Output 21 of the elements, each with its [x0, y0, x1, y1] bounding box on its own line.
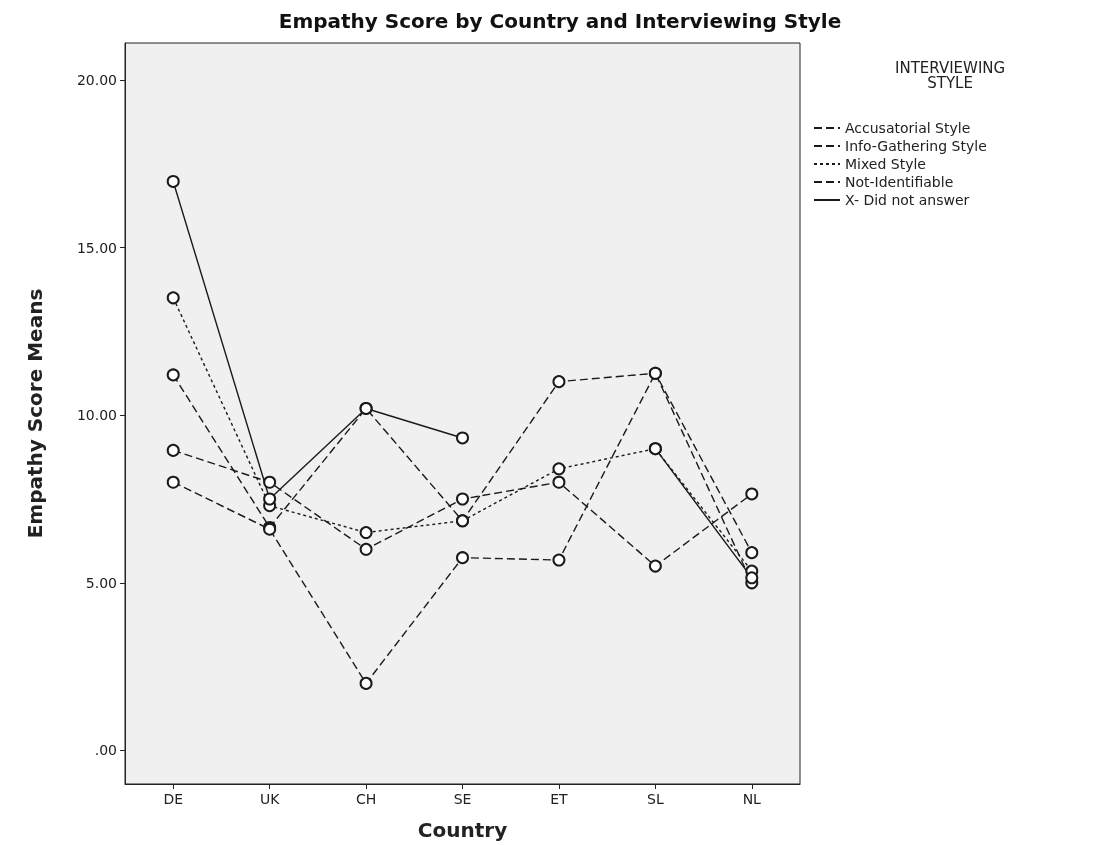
- y-axis-title: Empathy Score Means: [23, 288, 47, 539]
- x-tick-label: SE: [453, 791, 472, 807]
- x-tick-label: SL: [647, 791, 664, 807]
- y-tick-label: 5.00: [85, 574, 117, 591]
- legend-label: Accusatorial Style: [845, 120, 971, 136]
- x-axis-title: Country: [417, 818, 508, 842]
- legend-label: Info-Gathering Style: [845, 138, 987, 154]
- y-tick-label: 10.00: [76, 407, 117, 424]
- chart-title: Empathy Score by Country and Interviewing Style: [278, 9, 842, 33]
- x-tick-label: ET: [550, 791, 569, 807]
- y-tick-label: .00: [94, 742, 117, 759]
- legend-label: Not-Identifiable: [845, 174, 954, 190]
- legend-label: Mixed Style: [845, 156, 926, 172]
- legend-title: INTERVIEWING STYLE: [895, 58, 1006, 92]
- legend-label: X- Did not answer: [845, 192, 970, 208]
- x-tick-label: NL: [742, 791, 762, 807]
- x-tick-label: DE: [163, 791, 184, 807]
- x-tick-label: UK: [259, 791, 281, 807]
- y-tick-label: 15.00: [76, 239, 117, 256]
- x-tick-label: CH: [355, 791, 377, 807]
- y-tick-label: 20.00: [76, 71, 117, 88]
